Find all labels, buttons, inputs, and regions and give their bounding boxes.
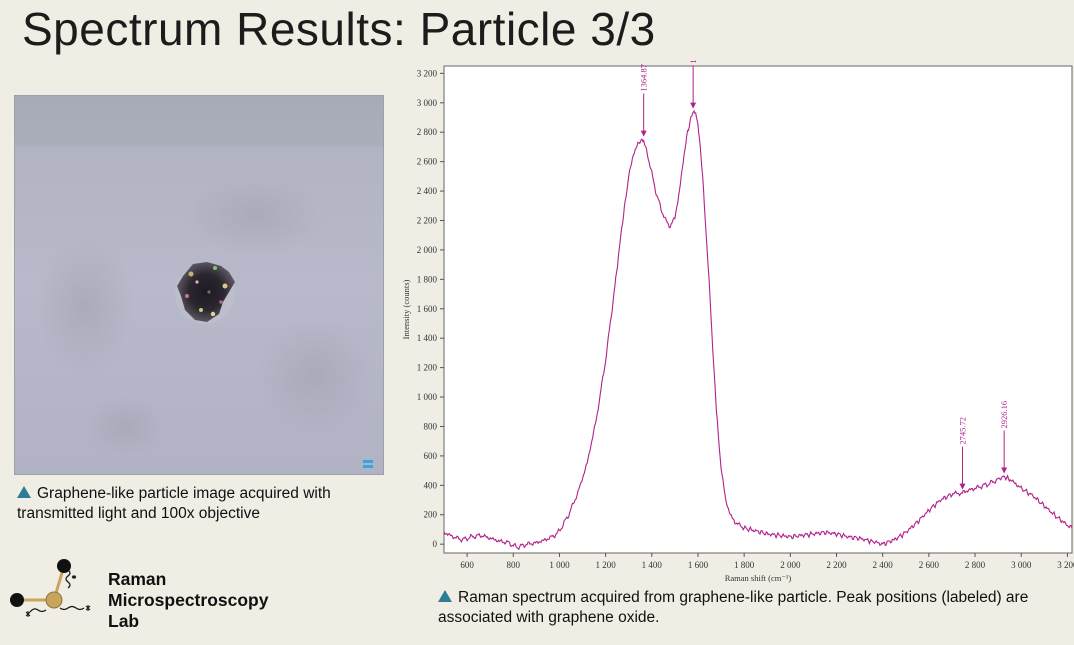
x-tick-label: 800 <box>507 560 521 570</box>
raman-spectrum-chart: 0 200 400 600 800 1 000 1 200 1 400 1 600 1 800 2 … <box>396 36 1074 588</box>
x-tick-label: 2 400 <box>873 560 894 570</box>
logo-line-microspectroscopy: Microspectroscopy <box>108 590 269 610</box>
particle <box>177 262 235 322</box>
y-tick-label: 3 200 <box>417 68 438 78</box>
page-title: Spectrum Results: Particle 3/3 <box>22 3 656 55</box>
y-tick-label: 2 000 <box>417 245 438 255</box>
raman-spectrum-svg: 0 200 400 600 800 1 000 1 200 1 400 1 600 1 800 2 … <box>401 36 1074 583</box>
x-tick-label: 600 <box>460 560 474 570</box>
y-tick-label: 200 <box>424 510 438 520</box>
plot-area <box>443 65 1073 554</box>
spectrum-caption: Raman spectrum acquired from graphene-li… <box>438 588 1038 628</box>
lab-logo: Raman Microspectroscopy Lab <box>6 556 306 640</box>
image-caption-text: Graphene-like particle image acquired wi… <box>17 485 331 522</box>
y-tick-label: 1 200 <box>417 363 438 373</box>
y-tick-label: 2 200 <box>417 215 438 225</box>
molecule-logo-icon <box>10 559 91 617</box>
y-tick-label: 3 000 <box>417 98 438 108</box>
scale-marker <box>363 460 373 463</box>
peak-label: 2926.16 <box>999 401 1009 429</box>
x-tick-label: 1 000 <box>549 560 570 570</box>
peak-label: 1364.87 <box>639 64 649 92</box>
y-tick-label: 800 <box>424 421 438 431</box>
peak-arrow-head <box>1001 467 1008 474</box>
logo-line-raman: Raman <box>108 569 167 589</box>
triangle-bullet-icon <box>17 486 31 498</box>
logo-line-lab: Lab <box>108 611 140 631</box>
x-tick-label: 3 200 <box>1057 560 1074 570</box>
x-tick-label: 1 200 <box>595 560 616 570</box>
y-tick-label: 1 800 <box>417 274 438 284</box>
spectrum-line <box>443 109 1073 551</box>
peak-arrow-head <box>640 130 647 137</box>
x-tick-label: 1 800 <box>734 560 755 570</box>
y-tick-label: 0 <box>433 539 438 549</box>
x-tick-label: 2 800 <box>965 560 986 570</box>
peak-label: 2745.72 <box>957 417 967 445</box>
micrograph-svg <box>15 96 383 474</box>
y-tick-label: 1 400 <box>417 333 438 343</box>
y-axis-label: Intensity (counts) <box>401 279 411 339</box>
x-tick-label: 1 600 <box>688 560 709 570</box>
image-caption: Graphene-like particle image acquired wi… <box>17 484 387 524</box>
peak-label: 1579.05 <box>688 60 698 64</box>
particle-micrograph-image <box>14 95 384 475</box>
x-tick-label: 2 600 <box>919 560 940 570</box>
y-tick-label: 400 <box>424 480 438 490</box>
x-tick-label: 3 000 <box>1011 560 1032 570</box>
peak-arrow-head <box>690 102 697 109</box>
x-tick-label: 2 000 <box>780 560 801 570</box>
x-axis-label: Raman shift (cm⁻¹) <box>725 573 792 583</box>
x-tick-label: 1 400 <box>642 560 663 570</box>
y-tick-label: 1 000 <box>417 392 438 402</box>
y-tick-label: 2 400 <box>417 186 438 196</box>
spectrum-caption-text: Raman spectrum acquired from graphene-li… <box>438 589 1029 626</box>
triangle-bullet-icon <box>438 590 452 602</box>
y-tick-label: 1 600 <box>417 304 438 314</box>
y-tick-label: 2 800 <box>417 127 438 137</box>
y-tick-label: 2 600 <box>417 157 438 167</box>
peak-arrow-head <box>959 483 966 490</box>
y-tick-label: 600 <box>424 451 438 461</box>
x-tick-label: 2 200 <box>826 560 847 570</box>
